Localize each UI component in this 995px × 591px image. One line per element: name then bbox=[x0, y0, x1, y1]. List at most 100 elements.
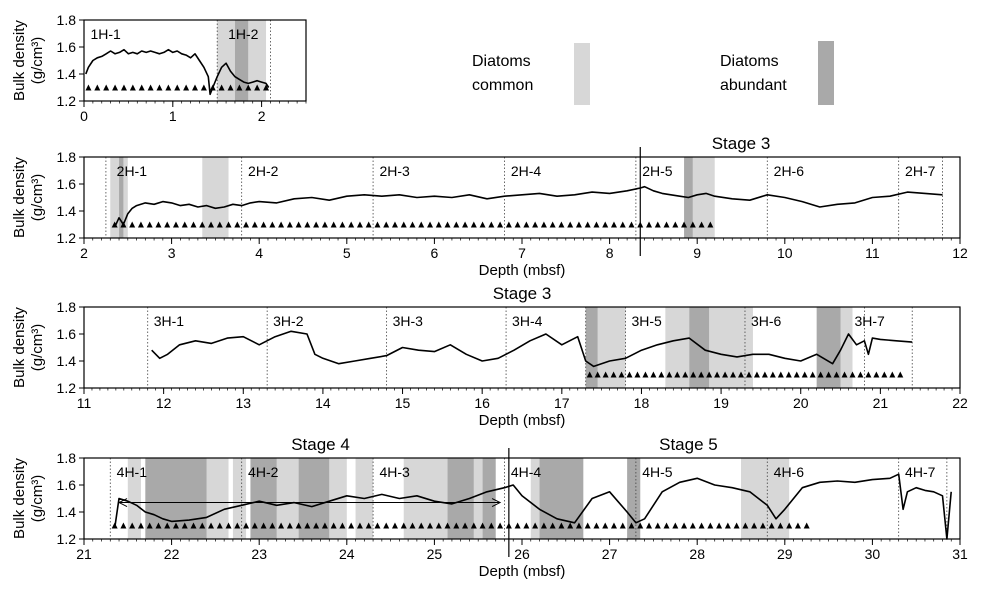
sample-marker bbox=[348, 221, 355, 228]
sample-marker bbox=[626, 371, 633, 378]
sample-marker bbox=[786, 522, 793, 529]
x-tick-label: 19 bbox=[713, 395, 729, 411]
section-label: 4H-2 bbox=[248, 464, 279, 480]
y-tick-label: 1.4 bbox=[57, 203, 77, 219]
sample-marker bbox=[742, 522, 749, 529]
common-zone bbox=[127, 458, 141, 539]
sample-marker bbox=[610, 522, 617, 529]
legend-abundant-label-2: abundant bbox=[720, 77, 787, 94]
sample-marker bbox=[304, 522, 311, 529]
sample-marker bbox=[339, 221, 346, 228]
sample-marker bbox=[181, 221, 188, 228]
sample-marker bbox=[321, 221, 328, 228]
x-tick-label: 17 bbox=[554, 395, 570, 411]
x-tick-label: 12 bbox=[952, 245, 968, 261]
y-axis-unit-label: (g/cm³) bbox=[29, 324, 46, 372]
x-tick-label: 9 bbox=[693, 245, 701, 261]
y-tick-label: 1.2 bbox=[57, 531, 77, 547]
sample-marker bbox=[470, 221, 477, 228]
sample-marker bbox=[234, 522, 241, 529]
sample-marker bbox=[523, 522, 530, 529]
y-tick-label: 1.8 bbox=[57, 12, 77, 28]
sample-marker bbox=[841, 371, 848, 378]
sample-marker bbox=[321, 522, 328, 529]
sample-marker bbox=[120, 522, 127, 529]
x-tick-label: 11 bbox=[865, 245, 880, 261]
sample-marker bbox=[634, 371, 641, 378]
sample-marker bbox=[716, 522, 723, 529]
sample-marker bbox=[642, 371, 649, 378]
y-tick-label: 1.6 bbox=[57, 176, 77, 192]
x-tick-label: 14 bbox=[315, 395, 331, 411]
section-label: 3H-1 bbox=[154, 313, 185, 329]
sample-marker bbox=[698, 221, 705, 228]
sample-marker bbox=[129, 221, 136, 228]
x-tick-label: 10 bbox=[777, 245, 793, 261]
sample-marker bbox=[793, 371, 800, 378]
sample-marker bbox=[155, 522, 162, 529]
sample-marker bbox=[698, 371, 705, 378]
sample-marker bbox=[304, 221, 311, 228]
abundant-zone bbox=[689, 307, 710, 388]
x-axis-label: Depth (mbsf) bbox=[479, 412, 566, 429]
sample-marker bbox=[761, 371, 768, 378]
x-tick-label: 12 bbox=[156, 395, 172, 411]
sample-marker bbox=[689, 221, 696, 228]
x-tick-label: 4 bbox=[255, 245, 263, 261]
x-tick-label: 20 bbox=[793, 395, 809, 411]
sample-marker bbox=[602, 522, 609, 529]
common-zone bbox=[692, 157, 715, 238]
sample-marker bbox=[147, 84, 154, 91]
sample-marker bbox=[190, 221, 197, 228]
section-label: 2H-6 bbox=[774, 163, 805, 179]
sample-marker bbox=[137, 522, 144, 529]
sample-marker bbox=[85, 84, 92, 91]
sample-marker bbox=[801, 371, 808, 378]
y-tick-label: 1.8 bbox=[57, 450, 77, 466]
sample-marker bbox=[129, 522, 136, 529]
x-tick-label: 8 bbox=[606, 245, 614, 261]
common-zone bbox=[202, 157, 229, 238]
sample-marker bbox=[251, 522, 258, 529]
sample-marker bbox=[427, 522, 434, 529]
sample-marker bbox=[690, 371, 697, 378]
sample-marker bbox=[654, 221, 661, 228]
sample-marker bbox=[897, 371, 904, 378]
section-label: 3H-6 bbox=[751, 313, 782, 329]
sample-marker bbox=[745, 371, 752, 378]
sample-marker bbox=[409, 221, 416, 228]
section-label: 4H-4 bbox=[511, 464, 542, 480]
sample-marker bbox=[646, 522, 653, 529]
sample-marker bbox=[227, 84, 234, 91]
y-tick-label: 1.8 bbox=[57, 149, 77, 165]
section-label: 1H-2 bbox=[228, 26, 259, 42]
x-tick-label: 24 bbox=[339, 546, 355, 562]
sample-marker bbox=[532, 522, 539, 529]
sample-marker bbox=[672, 221, 679, 228]
section-label: 3H-7 bbox=[854, 313, 885, 329]
sample-marker bbox=[462, 221, 469, 228]
stage-label: Stage 4 bbox=[291, 435, 350, 454]
y-tick-label: 1.2 bbox=[57, 93, 77, 109]
sample-marker bbox=[183, 84, 190, 91]
sample-marker bbox=[94, 84, 101, 91]
sample-marker bbox=[730, 371, 737, 378]
abundant-zone bbox=[234, 20, 249, 101]
chart-panel: 1.2 1.4 1.6 1.8 0 1 2 1H-1 1H-2 Bulk density (g/cm… bbox=[11, 12, 307, 124]
chart-panel: 1.2 1.4 1.6 1.8 11 12 13 14 15 16 17 18 19 20 21 22 3H-1… bbox=[11, 284, 968, 429]
section-label: 4H-5 bbox=[642, 464, 673, 480]
sample-marker bbox=[817, 371, 824, 378]
section-label: 4H-7 bbox=[905, 464, 936, 480]
sample-marker bbox=[658, 371, 665, 378]
x-tick-label: 2 bbox=[80, 245, 88, 261]
section-label: 2H-2 bbox=[248, 163, 279, 179]
common-zone bbox=[123, 157, 128, 238]
y-tick-label: 1.2 bbox=[57, 380, 77, 396]
sample-marker bbox=[753, 371, 760, 378]
sample-marker bbox=[646, 221, 653, 228]
sample-marker bbox=[313, 522, 320, 529]
sample-marker bbox=[759, 522, 766, 529]
y-axis-label: Bulk density bbox=[11, 157, 28, 238]
chart-panel: 1.2 1.4 1.6 1.8 21 22 23 24 25 26 27 28 29 30 31 4H-1 4H… bbox=[11, 435, 968, 580]
